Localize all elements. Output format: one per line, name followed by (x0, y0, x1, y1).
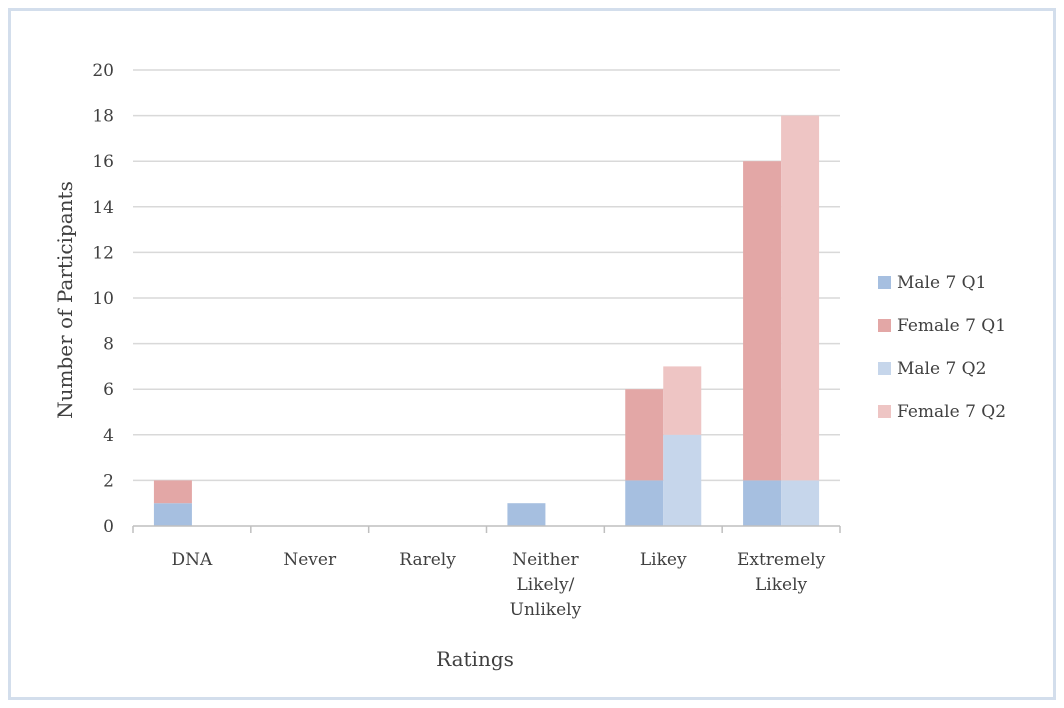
x-category-label: Likely/ (516, 575, 574, 595)
y-tick-labels: 0 2 4 6 8 10 12 14 16 18 20 (92, 61, 114, 537)
x-category-label: DNA (172, 550, 214, 570)
y-axis-title: Number of Participants (53, 181, 77, 419)
legend-swatch (878, 405, 891, 418)
x-category-label: Extremely (737, 550, 826, 570)
bar-male-7-q1-4 (625, 480, 664, 526)
bar-male-7-q2-4 (663, 434, 702, 526)
x-category-label: Likely (755, 575, 808, 595)
x-category-labels: DNA Never Rarely Neither Likely/Unlikely Like… (172, 550, 826, 620)
bar-male-7-q1-3 (507, 503, 546, 526)
x-axis-title: Ratings (436, 647, 514, 671)
bar-female-7-q1-0 (153, 480, 192, 504)
x-category-label: Unlikely (510, 600, 582, 620)
legend-label: Female 7 Q2 (897, 402, 1006, 422)
y-tick-label: 18 (92, 107, 114, 127)
y-tick-label: 8 (103, 335, 114, 355)
legend-label: Female 7 Q1 (897, 316, 1006, 336)
y-tick-label: 14 (92, 198, 114, 218)
y-tick-label: 10 (92, 289, 114, 309)
bar-female-7-q2-5 (781, 115, 820, 481)
bar-male-7-q1-5 (743, 480, 782, 526)
bar-male-7-q1-0 (153, 503, 192, 526)
y-tick-label: 6 (103, 380, 114, 400)
bar-male-7-q2-5 (781, 480, 820, 526)
legend-swatch (878, 276, 891, 289)
y-tick-label: 12 (92, 243, 114, 263)
y-tick-label: 0 (103, 517, 114, 537)
bar-female-7-q1-4 (625, 389, 664, 481)
x-category-label: Rarely (399, 550, 456, 570)
bars (153, 115, 820, 526)
chart-frame (8, 8, 1056, 700)
legend-swatch (878, 362, 891, 375)
y-tick-label: 2 (103, 471, 114, 491)
legend-label: Male 7 Q2 (897, 359, 986, 379)
x-category-label: Neither (512, 550, 579, 570)
bar-female-7-q1-5 (743, 161, 782, 481)
axes (132, 525, 841, 533)
x-category-label: Likey (640, 550, 687, 570)
legend-label: Male 7 Q1 (897, 273, 986, 293)
bar-female-7-q2-4 (663, 366, 702, 435)
x-category-label: Never (283, 550, 337, 570)
gridlines (133, 69, 840, 482)
legend: Male 7 Q1 Female 7 Q1 Male 7 Q2 Female 7 Q2 (878, 273, 1006, 422)
y-tick-label: 16 (92, 152, 114, 172)
y-tick-label: 4 (103, 426, 114, 446)
y-tick-label: 20 (92, 61, 114, 81)
legend-swatch (878, 319, 891, 332)
